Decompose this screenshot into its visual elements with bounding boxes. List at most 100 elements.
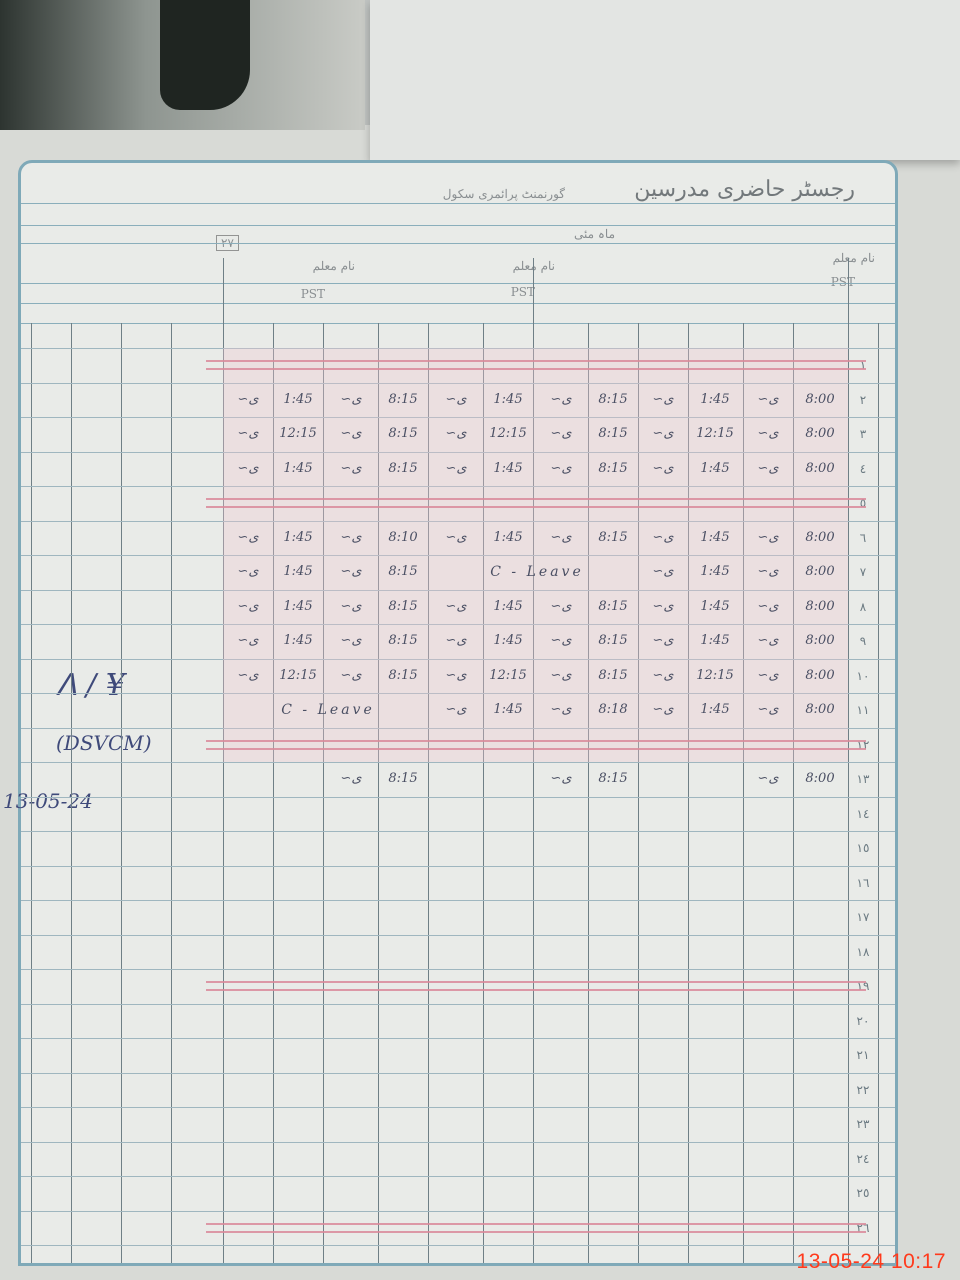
header-rule [21, 303, 895, 304]
teacher-2-label: PST [510, 285, 535, 299]
holiday-strike-line [206, 989, 866, 991]
departure-time: 1:45 [283, 598, 313, 614]
header-rule [21, 203, 895, 204]
departure-time: 1:45 [700, 598, 730, 614]
column-rule [688, 323, 689, 1263]
arrival-time: 8:00 [805, 702, 835, 717]
leave-entry: C - Leave [281, 702, 375, 718]
arrival-time: 8:00 [805, 391, 835, 407]
arrival-time: 8:15 [388, 564, 418, 579]
arrival-time: 8:00 [805, 667, 835, 683]
row-number: ١٠ [856, 668, 870, 683]
row-number: ١٥ [856, 841, 870, 855]
departure-time: 1:45 [700, 564, 730, 579]
departure-signature: ∽ى [652, 633, 674, 648]
arrival-time: 8:15 [598, 667, 628, 683]
arrival-time: 8:15 [388, 771, 418, 786]
arrival-signature: ∽ى [340, 633, 362, 648]
departure-time: 12:15 [489, 426, 527, 441]
row-number: ٣ [859, 427, 867, 441]
column-rule [171, 323, 172, 1263]
departure-time: 1:45 [493, 633, 523, 648]
row-rule [21, 693, 895, 694]
row-rule [21, 865, 895, 867]
holiday-strike-line [206, 1222, 866, 1225]
arrival-time: 8:15 [388, 633, 418, 648]
departure-time: 12:15 [696, 667, 734, 683]
arrival-time: 8:00 [805, 564, 835, 579]
departure-time: 1:45 [700, 391, 730, 407]
departure-signature: ∽ى [652, 426, 674, 441]
departure-signature: ∽ى [445, 633, 467, 648]
departure-time: 1:45 [700, 460, 730, 476]
row-number: ٢١ [856, 1048, 870, 1062]
row-number: ١٦ [856, 875, 870, 890]
arrival-time: 8:15 [598, 633, 628, 648]
teacher-3-label: PST [300, 287, 325, 301]
departure-signature: ∽ى [445, 667, 467, 683]
holiday-strike-line [206, 506, 866, 508]
arrival-time: 8:15 [598, 391, 628, 407]
row-number: ٤ [859, 461, 867, 476]
row-number: ١٣ [856, 772, 870, 786]
departure-time: 12:15 [279, 426, 317, 441]
column-rule [428, 323, 429, 1263]
departure-signature: ∽ى [652, 391, 674, 407]
row-rule [21, 555, 895, 556]
column-rule [793, 323, 794, 1263]
row-rule [21, 831, 895, 832]
departure-time: 1:45 [700, 633, 730, 648]
arrival-time: 8:15 [598, 529, 628, 545]
arrival-signature: ∽ى [550, 667, 572, 683]
row-rule [21, 348, 895, 349]
row-rule [21, 934, 895, 936]
arrival-signature: ∽ى [340, 598, 362, 614]
departure-signature: ∽ى [237, 667, 259, 683]
arrival-time: 8:00 [805, 426, 835, 441]
departure-signature: ∽ى [445, 598, 467, 614]
column-rule [533, 258, 534, 1263]
arrival-signature: ∽ى [757, 702, 779, 717]
holiday-strike-line [206, 360, 866, 362]
holiday-strike-line [206, 739, 866, 742]
column-rule [31, 323, 32, 1263]
departure-time: 1:45 [283, 460, 313, 476]
header-rule [21, 243, 895, 244]
row-rule [21, 417, 895, 418]
departure-signature: ∽ى [237, 598, 259, 614]
attendance-register-page: رجسٹر حاضری مدرسین گورنمنٹ پرائمری سکول … [3, 160, 898, 1266]
row-number: ٢٢ [856, 1082, 870, 1097]
row-number: ٥ [859, 496, 867, 510]
departure-signature: ∽ى [652, 529, 674, 545]
teacher-1-label: PST [830, 275, 855, 289]
column-rule [878, 323, 879, 1263]
arrival-signature: ∽ى [757, 529, 779, 545]
departure-signature: ∽ى [237, 564, 259, 579]
column-rule [848, 258, 849, 1263]
departure-time: 1:45 [493, 391, 523, 407]
row-number: ٢٣ [856, 1117, 870, 1131]
departure-time: 1:45 [283, 633, 313, 648]
departure-signature: ∽ى [652, 702, 674, 717]
column-rule [588, 323, 589, 1263]
departure-signature: ∽ى [445, 460, 467, 476]
departure-time: 1:45 [283, 564, 313, 579]
departure-time: 1:45 [493, 598, 523, 614]
row-rule [21, 1245, 895, 1246]
arrival-time: 8:00 [805, 633, 835, 648]
holiday-strike-line [206, 498, 866, 500]
row-number: ١١ [856, 703, 870, 717]
arrival-signature: ∽ى [757, 564, 779, 579]
row-number: ٢ [859, 392, 867, 407]
arrival-signature: ∽ى [757, 667, 779, 683]
row-number: ٢٦ [856, 1220, 870, 1235]
departure-signature: ∽ى [445, 529, 467, 545]
arrival-time: 8:15 [598, 598, 628, 614]
row-number: ١٨ [856, 944, 870, 959]
arrival-time: 8:10 [388, 529, 418, 545]
month-label: ماہ مئی [574, 227, 615, 241]
verifier-signature: ⴷ ∕ ¥ [56, 668, 125, 703]
holiday-strike-line [206, 1230, 866, 1233]
arrival-signature: ∽ى [550, 426, 572, 441]
departure-signature: ∽ى [237, 460, 259, 476]
